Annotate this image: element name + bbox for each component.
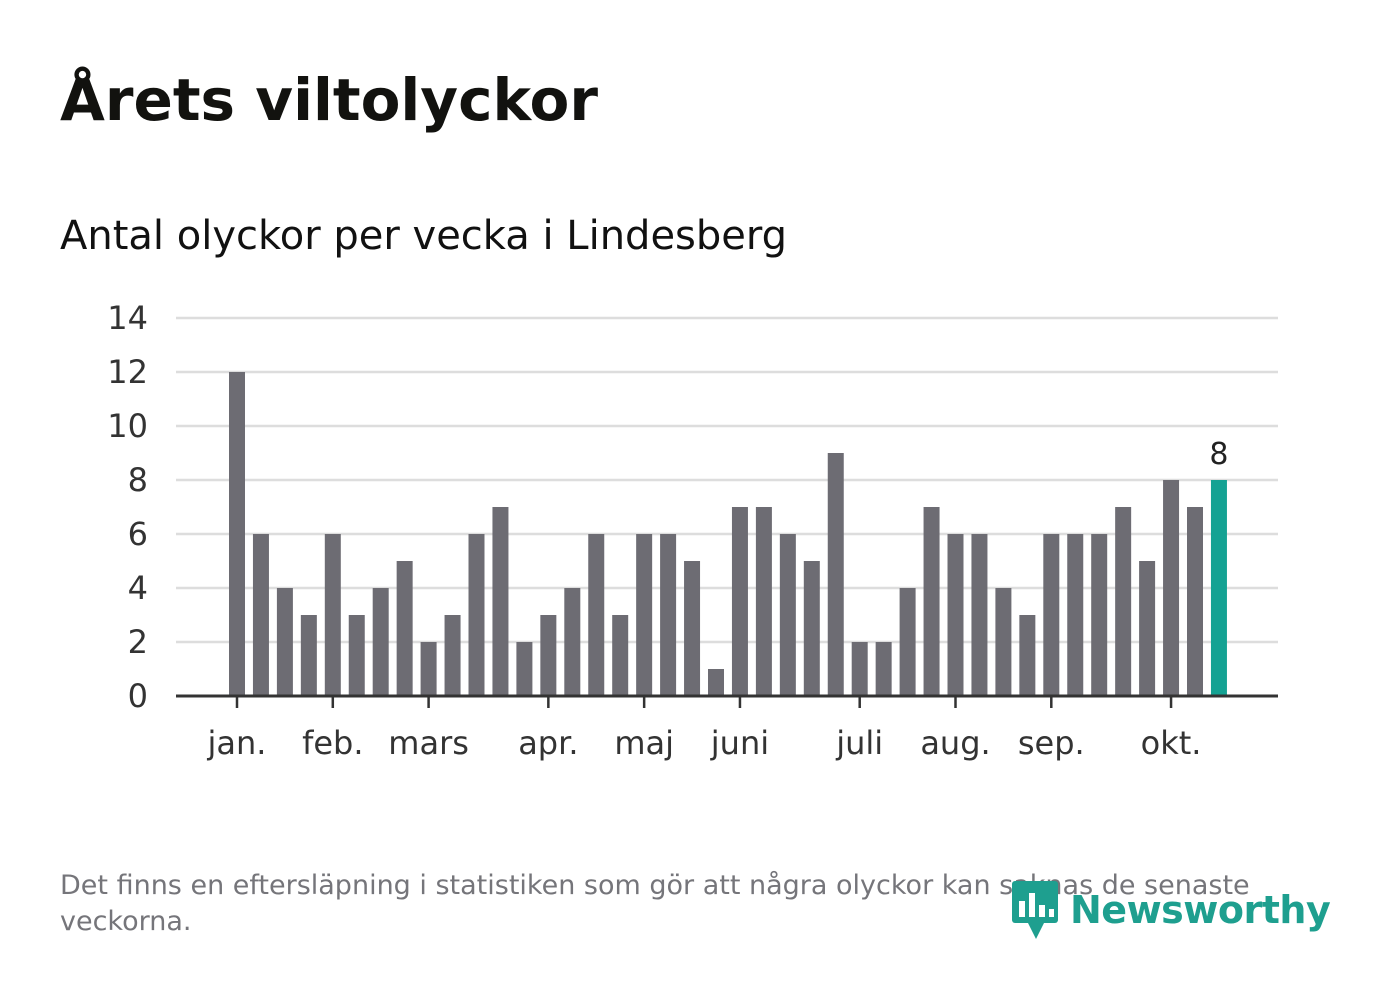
y-tick-label: 0 — [128, 677, 148, 715]
x-tick-label: sep. — [1018, 724, 1085, 762]
x-tick-label: juli — [835, 724, 883, 762]
bar — [1067, 534, 1084, 696]
brand-name: Newsworthy — [1070, 888, 1331, 932]
bar — [612, 615, 629, 696]
bar — [1019, 615, 1036, 696]
bar — [348, 615, 365, 696]
bar-chart: 0 2 4 6 8 10 12 14 8 jan. feb. mars apr. maj juni juli a… — [107, 299, 1278, 762]
bar — [875, 642, 892, 696]
newsworthy-logo: Newsworthy — [1010, 878, 1331, 942]
x-tick-label: apr. — [518, 724, 578, 762]
y-tick-label: 6 — [128, 515, 148, 553]
bar — [588, 534, 605, 696]
bar — [827, 453, 844, 696]
bar — [516, 642, 533, 696]
bar — [1115, 507, 1132, 696]
bar — [803, 561, 820, 696]
y-tick-label: 14 — [107, 299, 148, 337]
bar — [1163, 480, 1180, 696]
bar — [1187, 507, 1203, 696]
x-tick-label: maj — [614, 724, 674, 762]
x-tick-label: feb. — [302, 724, 363, 762]
bar — [444, 615, 461, 696]
bar — [564, 588, 581, 696]
bar — [372, 588, 389, 696]
bar — [396, 561, 413, 696]
bar — [923, 507, 940, 696]
bar — [755, 507, 772, 696]
bars — [229, 372, 1227, 696]
y-tick-label: 8 — [128, 461, 148, 499]
bar — [492, 507, 509, 696]
y-tick-label: 2 — [128, 623, 148, 661]
highlight-value-label: 8 — [1209, 437, 1228, 472]
axes — [176, 694, 1278, 708]
bar — [468, 534, 485, 696]
bar — [708, 669, 724, 696]
labels: 0 2 4 6 8 10 12 14 8 jan. feb. mars apr. maj juni juli a… — [107, 299, 1228, 762]
bar — [252, 534, 269, 696]
bar — [420, 642, 437, 696]
bar — [324, 534, 341, 696]
bar — [300, 615, 317, 696]
bar — [899, 588, 916, 696]
x-tick-label: juni — [710, 724, 769, 762]
bar — [1139, 561, 1156, 696]
bar — [947, 534, 964, 696]
bar — [1091, 534, 1108, 696]
x-tick-label: mars — [388, 724, 469, 762]
bar — [276, 588, 293, 696]
bar — [1043, 534, 1060, 696]
bar — [540, 615, 557, 696]
x-tick-label: aug. — [920, 724, 990, 762]
newsworthy-logo-icon — [1012, 881, 1058, 939]
bar — [636, 534, 653, 696]
bar — [851, 642, 868, 696]
bar — [731, 507, 748, 696]
y-tick-label: 10 — [107, 407, 148, 445]
y-tick-label: 4 — [128, 569, 148, 607]
bar — [684, 561, 701, 696]
bar — [779, 534, 796, 696]
gridlines — [176, 316, 1278, 644]
y-tick-label: 12 — [107, 353, 148, 391]
bar — [995, 588, 1012, 696]
chart-title: Årets viltolyckor — [60, 66, 598, 134]
chart-subtitle: Antal olyckor per vecka i Lindesberg — [60, 213, 788, 259]
x-tick-label: okt. — [1141, 724, 1202, 762]
bar-highlight — [1210, 480, 1227, 696]
bar — [229, 372, 245, 696]
bar — [971, 534, 988, 696]
bar — [660, 534, 677, 696]
x-tick-label: jan. — [207, 724, 267, 762]
